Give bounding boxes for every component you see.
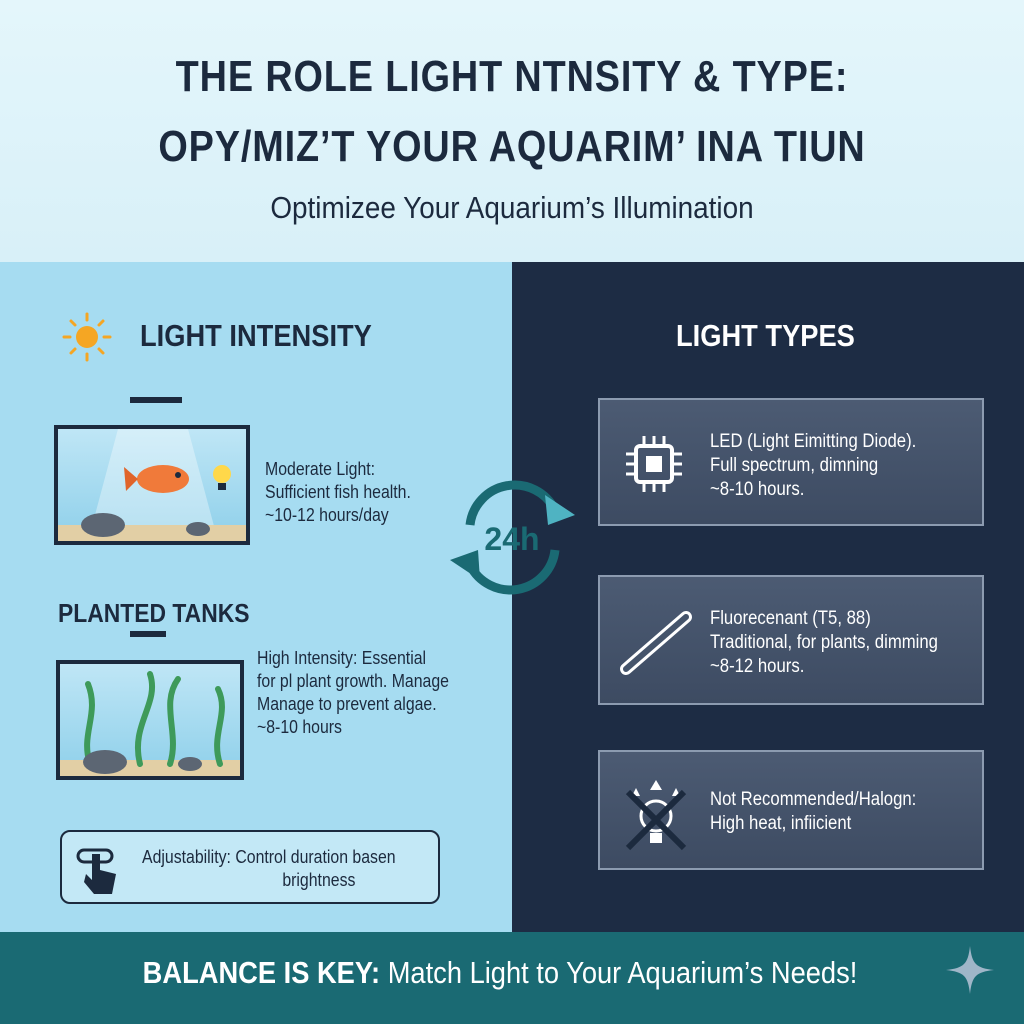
card-line: Not Recommended/Halogn: bbox=[710, 789, 917, 810]
planted-tank-illustration bbox=[56, 660, 244, 780]
planted-text: High Intensity: Essential for pl plant g… bbox=[257, 647, 475, 739]
footer-text: BALANCE IS KEY: Match Light to Your Aqua… bbox=[60, 955, 940, 991]
lightbulb-icon bbox=[213, 465, 231, 490]
adjustability-text: Adjustability: Control duration basen br… bbox=[142, 846, 442, 892]
card-line: ~8-12 hours. bbox=[710, 656, 805, 677]
subtitle: Optimizee Your Aquarium’s Illumination bbox=[270, 190, 754, 225]
footer-banner bbox=[0, 932, 1024, 1024]
lamp-icon bbox=[130, 631, 166, 637]
light-intensity-heading: LIGHT INTENSITY bbox=[140, 318, 372, 353]
chip-icon bbox=[626, 436, 682, 492]
sparkle-icon bbox=[946, 946, 994, 994]
moderate-line: ~10-12 hours/day bbox=[265, 505, 389, 525]
card-line: ~8-10 hours. bbox=[710, 479, 805, 500]
planted-tanks-heading: PLANTED TANKS bbox=[58, 598, 250, 628]
lamp-icon bbox=[130, 397, 182, 403]
card-line: Fluorecenant (T5, 88) bbox=[710, 608, 871, 629]
24h-cycle-icon: 24h bbox=[450, 480, 575, 595]
planted-line: Manage to prevent algae. bbox=[257, 694, 437, 714]
planted-line: ~8-10 hours bbox=[257, 717, 342, 737]
planted-line: for pl plant growth. Manage bbox=[257, 671, 449, 691]
light-types-heading: LIGHT TYPES bbox=[676, 318, 855, 353]
moderate-line: Moderate Light: bbox=[265, 459, 376, 479]
fish-icon bbox=[58, 429, 246, 541]
adjustability-box: Adjustability: Control duration basen br… bbox=[60, 830, 440, 904]
header bbox=[0, 0, 1024, 262]
title-line-1: THE ROLE LIGHT NTNSITY & TYPE: bbox=[175, 52, 849, 101]
crossed-bulb-icon bbox=[625, 780, 687, 851]
title-line-2: OPY/MIZ’T YOUR AQUARIM’ INA TIUN bbox=[158, 122, 866, 171]
planted-line: High Intensity: Essential bbox=[257, 648, 427, 668]
hand-toggle-icon bbox=[76, 848, 116, 894]
footer-bold: BALANCE IS KEY: bbox=[142, 955, 381, 990]
card-line: Full spectrum, dimning bbox=[710, 455, 879, 476]
fluorescent-card: Fluorecenant (T5, 88) Traditional, for p… bbox=[598, 575, 984, 705]
card-line: LED (Light Eimitting Diode). bbox=[710, 431, 917, 452]
cycle-label: 24h bbox=[484, 521, 539, 557]
moderate-light-text: Moderate Light: Sufficient fish health. … bbox=[265, 458, 431, 527]
sun-icon bbox=[62, 312, 112, 362]
led-card: LED (Light Eimitting Diode). Full spectr… bbox=[598, 398, 984, 526]
plants-icon bbox=[60, 671, 240, 776]
footer-rest: Match Light to Your Aquarium’s Needs! bbox=[380, 955, 858, 990]
light-intensity-panel bbox=[0, 262, 512, 932]
adjustability-line: brightness bbox=[282, 870, 356, 890]
card-line: Traditional, for plants, dimming bbox=[710, 632, 938, 653]
moderate-line: Sufficient fish health. bbox=[265, 482, 411, 502]
card-line: High heat, infiicient bbox=[710, 813, 852, 834]
fluorescent-tube-icon bbox=[620, 611, 692, 675]
adjustability-line: Adjustability: Control duration basen bbox=[142, 847, 396, 867]
halogen-card: Not Recommended/Halogn: High heat, infii… bbox=[598, 750, 984, 870]
fish-tank-illustration bbox=[54, 425, 250, 545]
